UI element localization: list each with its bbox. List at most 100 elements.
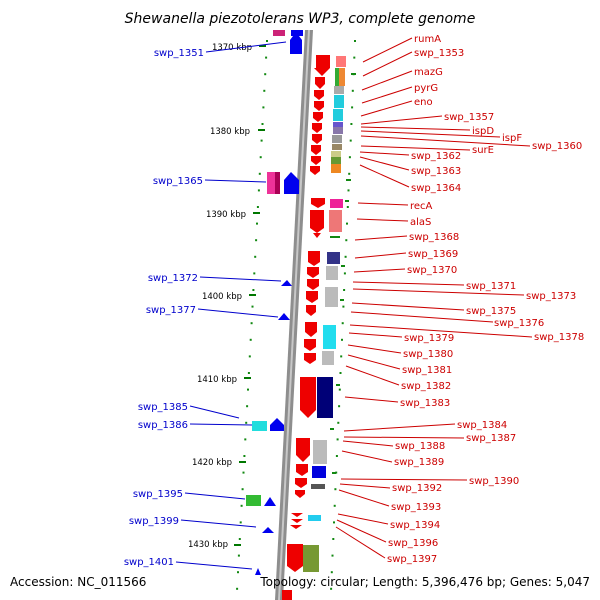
leader-line xyxy=(343,423,456,432)
gene-label-left[interactable]: swp_1351 xyxy=(154,48,204,59)
leader-line xyxy=(354,235,408,241)
guide-dot xyxy=(351,106,354,109)
gene-label-right[interactable]: swp_1388 xyxy=(395,441,445,452)
kbp-tick xyxy=(244,377,251,379)
gene-label-right[interactable]: swp_1376 xyxy=(494,318,544,329)
guide-dot xyxy=(244,438,247,441)
gene-label-right[interactable]: swp_1378 xyxy=(534,332,584,343)
gene-label-left[interactable]: swp_1372 xyxy=(148,273,198,284)
tick-mark xyxy=(346,179,351,181)
gene-label-right[interactable]: swp_1362 xyxy=(411,151,461,162)
gene-label-right[interactable]: rumA xyxy=(414,34,441,45)
guide-dot xyxy=(346,222,348,225)
forward-genes xyxy=(246,30,303,575)
guide-dot xyxy=(249,338,252,341)
gene-arrow xyxy=(314,90,324,100)
gene-label-left[interactable]: swp_1399 xyxy=(129,516,179,527)
gene-label-right[interactable]: swp_1392 xyxy=(392,483,442,494)
gene-box xyxy=(335,68,345,86)
gene-label-right[interactable]: swp_1396 xyxy=(388,538,438,549)
leader-line xyxy=(348,332,403,338)
gene-box xyxy=(334,95,344,108)
leader-line xyxy=(359,164,410,188)
gene-label-right[interactable]: swp_1360 xyxy=(532,141,582,152)
leader-line xyxy=(338,489,390,507)
kbp-label: 1380 kbp xyxy=(210,127,250,137)
gene-label-right[interactable]: swp_1373 xyxy=(526,291,576,302)
gene-label-right[interactable]: swp_1375 xyxy=(466,306,516,317)
gene-arrow xyxy=(295,490,305,498)
gene-label-left[interactable]: swp_1365 xyxy=(153,176,203,187)
tick-mark xyxy=(351,73,356,75)
gene-label-right[interactable]: swp_1370 xyxy=(407,265,457,276)
gene-label-right[interactable]: swp_1371 xyxy=(466,281,516,292)
leader-line xyxy=(352,288,525,296)
guide-dots xyxy=(236,40,356,590)
gene-arrow xyxy=(295,478,307,488)
gene-box xyxy=(322,351,334,365)
gene-label-left[interactable]: swp_1401 xyxy=(124,557,174,568)
gene-label-right[interactable]: swp_1390 xyxy=(469,476,519,487)
guide-dot xyxy=(262,106,265,109)
gene-label-right[interactable]: swp_1363 xyxy=(411,166,461,177)
gene-label-right[interactable]: swp_1394 xyxy=(390,520,440,531)
gene-arrow xyxy=(311,145,321,155)
gene-arrow xyxy=(296,438,310,462)
leader-line xyxy=(357,202,409,206)
guide-dot xyxy=(345,239,348,242)
right-labels: rumA swp_1353 mazG pyrG eno swp_1357 isp… xyxy=(387,34,584,565)
gene-label-right[interactable]: swp_1384 xyxy=(457,420,507,431)
gene-label-right[interactable]: swp_1380 xyxy=(403,349,453,360)
gene-label-right[interactable]: swp_1357 xyxy=(444,112,494,123)
gene-label-right[interactable]: ispD xyxy=(472,126,494,137)
gene-label-right[interactable]: eno xyxy=(414,97,433,108)
gene-label-right[interactable]: swp_1353 xyxy=(414,48,464,59)
gene-box xyxy=(308,515,321,521)
gene-label-right[interactable]: swp_1381 xyxy=(402,365,452,376)
gene-arrow xyxy=(307,267,319,278)
guide-dot xyxy=(255,239,258,242)
gene-label-left[interactable]: swp_1385 xyxy=(138,402,188,413)
gene-label-right[interactable]: swp_1393 xyxy=(391,502,441,513)
guide-dot xyxy=(251,305,254,308)
gene-label-right[interactable]: swp_1383 xyxy=(400,398,450,409)
guide-dot xyxy=(341,322,344,325)
guide-dot xyxy=(338,405,341,408)
gene-label-right[interactable]: swp_1389 xyxy=(394,457,444,468)
gene-arrow xyxy=(284,172,299,194)
kbp-tick xyxy=(259,45,266,47)
gene-label-right[interactable]: swp_1387 xyxy=(466,433,516,444)
gene-box xyxy=(333,109,343,121)
gene-label-left[interactable]: swp_1386 xyxy=(138,420,188,431)
guide-dot xyxy=(248,355,251,358)
gene-label-right[interactable]: swp_1382 xyxy=(401,381,451,392)
gene-label-left[interactable]: swp_1395 xyxy=(133,489,183,500)
leader-line xyxy=(197,308,279,318)
gene-arrow xyxy=(315,77,325,89)
tick-mark xyxy=(345,200,349,202)
guide-dot xyxy=(342,305,345,308)
kbp-tick xyxy=(258,129,265,131)
guide-dot xyxy=(258,172,261,175)
gene-label-right[interactable]: swp_1368 xyxy=(409,232,459,243)
guide-dot xyxy=(261,123,264,125)
gene-box xyxy=(282,590,292,600)
guide-dot xyxy=(330,571,333,574)
guide-dot xyxy=(263,89,266,92)
gene-label-right[interactable]: ispF xyxy=(502,133,522,144)
gene-label-right[interactable]: swp_1364 xyxy=(411,183,461,194)
gene-label-right[interactable]: swp_1397 xyxy=(387,554,437,565)
guide-dot xyxy=(348,172,351,175)
gene-label-right[interactable]: swp_1369 xyxy=(408,249,458,260)
guide-dot xyxy=(259,156,262,159)
gene-label-right[interactable]: swp_1379 xyxy=(404,333,454,344)
gene-label-right[interactable]: recA xyxy=(410,201,433,212)
leader-line xyxy=(350,311,494,323)
gene-label-right[interactable]: mazG xyxy=(414,67,443,78)
gene-label-right[interactable]: pyrG xyxy=(414,83,438,94)
gene-label-right[interactable]: alaS xyxy=(410,217,431,228)
gene-label-right[interactable]: surE xyxy=(472,145,494,156)
gene-label-left[interactable]: swp_1377 xyxy=(146,305,196,316)
genome-backbone-highlight xyxy=(278,30,310,600)
